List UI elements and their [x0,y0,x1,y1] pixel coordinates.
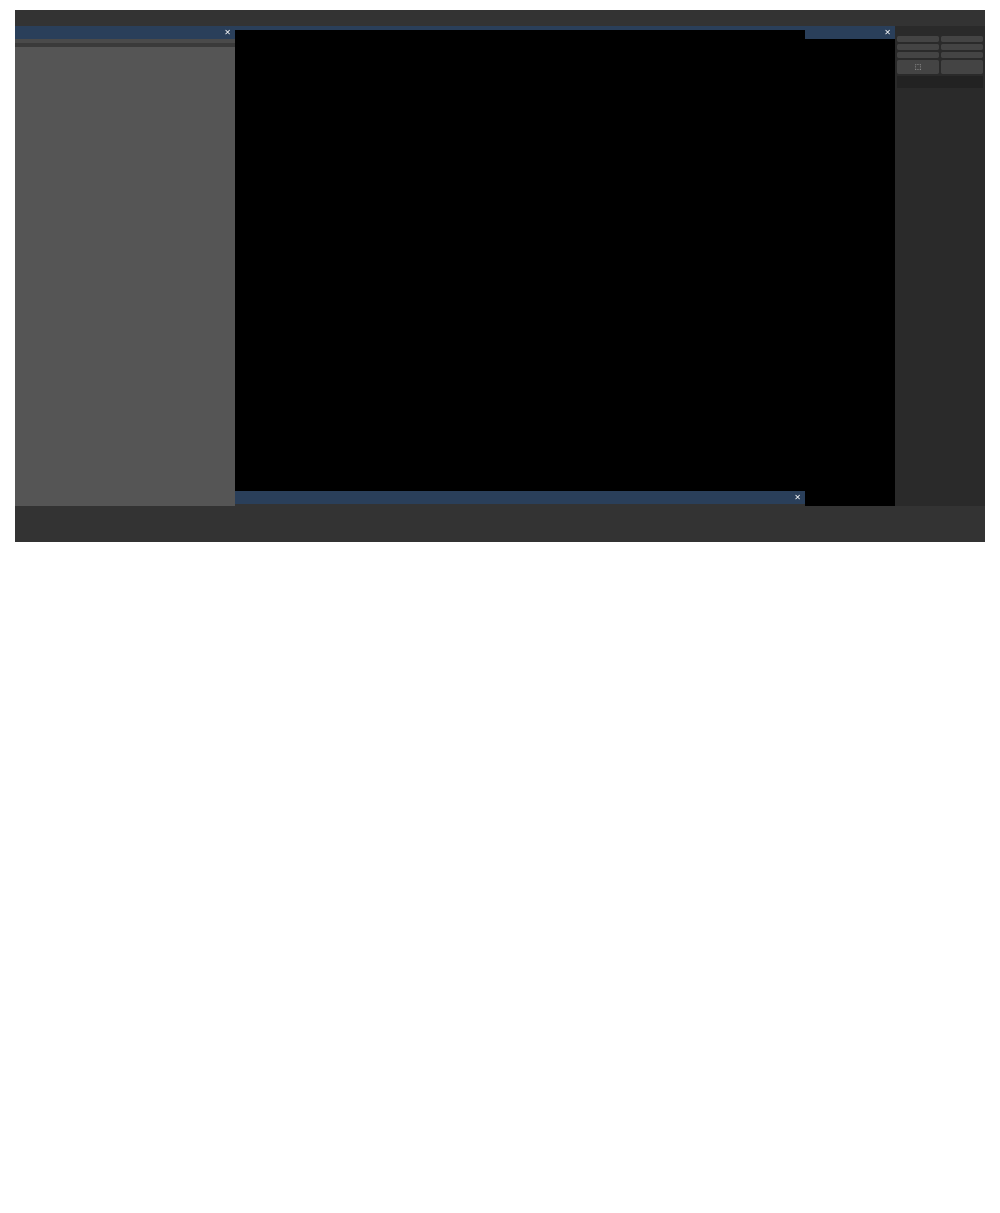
waveform-area[interactable] [235,30,805,491]
histogram-plot: ✕ [805,26,895,506]
cursors-button[interactable] [897,36,939,42]
article-body [0,568,1000,626]
oscilloscope-screenshot: ✕ ✕ [15,10,985,542]
measurement-results-panel: ✕ [235,491,805,506]
waveform-view [235,26,805,491]
article-right-column [515,588,985,606]
article-left-column [15,588,485,606]
draw-button[interactable]: ⬚ [897,60,939,74]
bus-decode-header: ✕ [15,26,235,39]
screenshot-caption [0,542,1000,568]
brand-logo [897,28,983,32]
results-table-button[interactable] [897,52,939,58]
results-bar: ⬚ [895,26,985,506]
measurement-columns [235,504,805,506]
bus-decode-table [15,47,235,506]
close-icon[interactable]: ✕ [884,28,891,37]
settings-bar [15,506,985,542]
bus-decode-panel: ✕ [15,26,235,506]
more-button[interactable] [941,60,983,74]
dvm-badge[interactable] [897,76,983,88]
measurement-results-header: ✕ [235,491,805,504]
menubar [15,10,985,26]
dvm-led-icon [970,79,980,85]
close-icon[interactable]: ✕ [224,28,231,37]
histogram-bars [809,296,891,496]
callout-button[interactable] [941,36,983,42]
measure-button[interactable] [897,44,939,50]
search-button[interactable] [941,44,983,50]
plot-button[interactable] [941,52,983,58]
plot-header: ✕ [805,26,895,39]
close-icon[interactable]: ✕ [794,493,801,502]
